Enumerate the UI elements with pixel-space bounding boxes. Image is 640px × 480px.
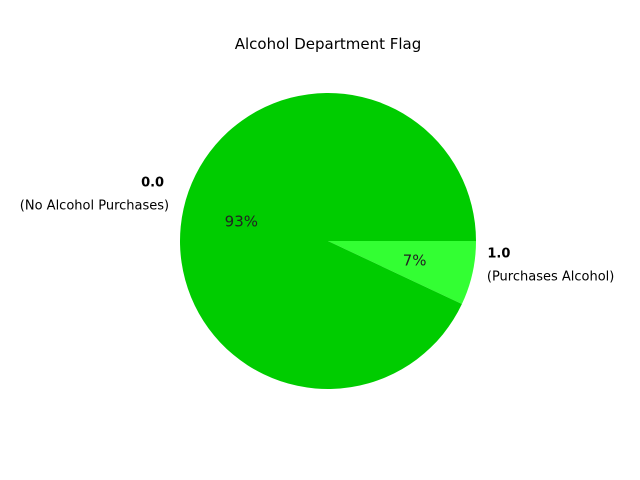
slice-category-label: 1.0 (487, 247, 510, 262)
slice-percent-label: 93% (225, 213, 258, 231)
pie-labels: 7% 1.0 (Purchases Alcohol) 93% 0.0 (No Alcoho… (20, 175, 615, 284)
pie-slices (179, 92, 476, 389)
slice-category-sublabel: (Purchases Alcohol) (487, 270, 615, 285)
slice-percent-label: 7% (403, 251, 427, 269)
slice-category-sublabel: (No Alcohol Purchases) (20, 198, 169, 213)
pie-slice-0-0 (179, 92, 476, 389)
slice-category-label: 0.0 (141, 175, 164, 190)
chart-title: Alcohol Department Flag (235, 35, 422, 53)
pie-slice-1-0 (328, 241, 476, 305)
